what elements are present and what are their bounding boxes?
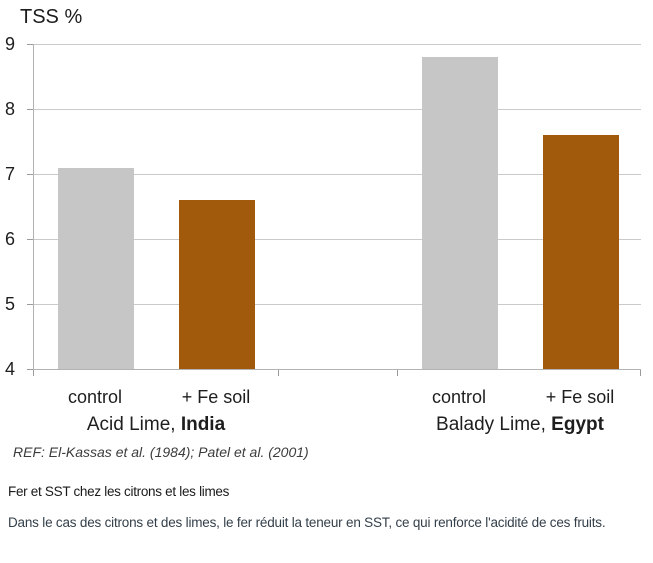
y-axis-label: 6 bbox=[4, 229, 15, 249]
group-label-egypt: Balady Lime, Egypt bbox=[436, 414, 604, 436]
caption-body: Dans le cas des citrons et des limes, le… bbox=[8, 515, 606, 530]
x-axis-tick bbox=[278, 370, 279, 376]
gridline bbox=[34, 304, 641, 305]
caption-title: Fer et SST chez les citrons et les limes bbox=[8, 484, 230, 499]
group-label-text: Balady Lime, bbox=[436, 414, 546, 435]
y-axis-label: 4 bbox=[4, 359, 15, 379]
y-axis-label: 9 bbox=[4, 34, 15, 54]
bar-control bbox=[58, 168, 134, 369]
gridline bbox=[34, 109, 641, 110]
y-axis-tick bbox=[27, 109, 33, 110]
group-label-country: Egypt bbox=[551, 414, 604, 435]
y-axis-tick bbox=[27, 44, 33, 45]
y-axis-tick bbox=[27, 304, 33, 305]
x-axis-label: control bbox=[431, 387, 487, 407]
chart-title: TSS % bbox=[20, 6, 83, 28]
x-axis-tick bbox=[33, 370, 34, 376]
y-axis-label: 5 bbox=[4, 294, 15, 314]
y-axis-tick bbox=[27, 369, 33, 370]
bar--Fe-soil bbox=[543, 135, 619, 369]
group-label-text: Acid Lime, bbox=[86, 414, 176, 435]
x-axis-label: control bbox=[67, 387, 123, 407]
gridline bbox=[34, 239, 641, 240]
bar--Fe-soil bbox=[179, 200, 255, 369]
y-axis-label: 8 bbox=[4, 99, 15, 119]
y-axis-label: 7 bbox=[4, 164, 15, 184]
reference-note: REF: El-Kassas et al. (1984); Patel et a… bbox=[13, 444, 309, 460]
group-label-country: India bbox=[180, 414, 226, 435]
bar-control bbox=[422, 57, 498, 369]
x-axis-label: + Fe soil bbox=[545, 387, 615, 407]
plot-area bbox=[33, 44, 641, 370]
x-axis-tick bbox=[397, 370, 398, 376]
x-axis-label: + Fe soil bbox=[181, 387, 251, 407]
gridline bbox=[34, 44, 641, 45]
gridline bbox=[34, 174, 641, 175]
y-axis-tick bbox=[27, 174, 33, 175]
y-axis-tick bbox=[27, 239, 33, 240]
group-label-india: Acid Lime, India bbox=[87, 414, 225, 436]
x-axis-tick bbox=[640, 370, 641, 376]
